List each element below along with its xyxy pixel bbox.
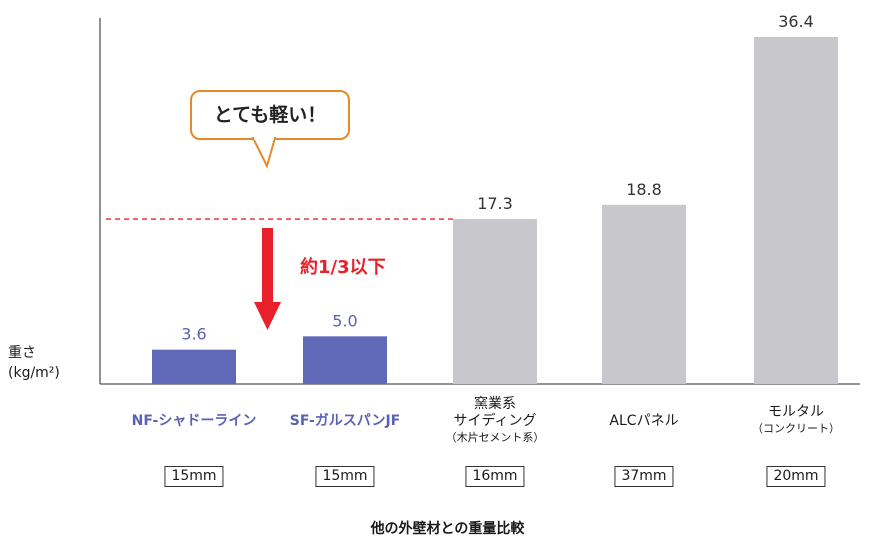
category-name-line: モルタル xyxy=(768,404,824,420)
bar-3 xyxy=(453,219,537,384)
callout-bubble: とても軽い！ xyxy=(190,90,350,140)
chart-caption: 他の外壁材との重量比較 xyxy=(370,521,525,537)
x-tick-label-4: ALCパネル xyxy=(569,413,719,430)
annotation-one-third: 約1/3以下 xyxy=(300,257,386,278)
category-name-line: NF-シャドーライン xyxy=(131,412,257,429)
x-tick-label-2: SF-ガルスパンJF xyxy=(270,413,420,430)
category-subtitle: （木片セメント系） xyxy=(445,430,545,444)
category-name-line: サイディング xyxy=(453,412,537,429)
thickness-box-5: 20mm xyxy=(766,466,826,487)
callout-tail xyxy=(251,136,277,169)
thickness-box-1: 15mm xyxy=(164,466,224,487)
bar-1 xyxy=(152,349,236,384)
y-axis-label-line2: (kg/m²) xyxy=(8,365,60,381)
bar-2 xyxy=(303,336,387,384)
y-axis-label-line1: 重さ xyxy=(8,345,36,361)
value-label-5: 36.4 xyxy=(778,12,814,31)
x-tick-label-3: 窯業系 サイディング （木片セメント系） xyxy=(420,396,570,445)
down-arrow xyxy=(254,228,281,330)
value-label-1: 3.6 xyxy=(181,325,206,344)
bar-4 xyxy=(602,204,686,384)
x-tick-label-1: NF-シャドーライン xyxy=(119,413,269,430)
bar-5 xyxy=(754,37,838,384)
thickness-box-2: 15mm xyxy=(315,466,375,487)
category-name-line: SF-ガルスパンJF xyxy=(289,412,401,429)
category-name-line: ALCパネル xyxy=(609,412,679,429)
value-label-4: 18.8 xyxy=(626,180,662,199)
category-subtitle: （コンクリート） xyxy=(752,422,840,435)
thickness-box-4: 37mm xyxy=(614,466,674,487)
x-tick-label-5: モルタル （コンクリート） xyxy=(721,404,871,436)
thickness-box-3: 16mm xyxy=(465,466,525,487)
category-name-line: 窯業系 xyxy=(474,395,516,412)
value-label-2: 5.0 xyxy=(332,311,357,330)
value-label-3: 17.3 xyxy=(477,194,513,213)
